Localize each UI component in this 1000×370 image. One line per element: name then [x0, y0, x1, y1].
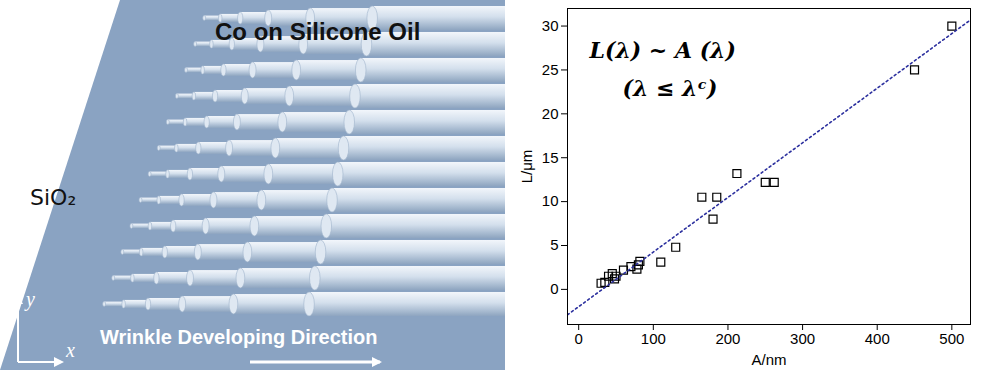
svg-text:300: 300 [790, 330, 815, 347]
svg-text:15: 15 [542, 149, 559, 166]
svg-text:y: y [24, 288, 35, 311]
svg-text:L/μm: L/μm [518, 150, 535, 184]
svg-text:30: 30 [542, 17, 559, 34]
svg-text:(λ ≤ λᶜ): (λ ≤ λᶜ) [623, 75, 718, 101]
svg-text:500: 500 [939, 330, 964, 347]
svg-text:400: 400 [865, 330, 890, 347]
svg-text:5: 5 [550, 236, 558, 253]
svg-text:SiO₂: SiO₂ [30, 185, 76, 210]
svg-text:x: x [65, 339, 75, 361]
svg-text:0: 0 [550, 280, 558, 297]
svg-text:Co on Silicone Oil: Co on Silicone Oil [215, 18, 420, 45]
svg-text:A/nm: A/nm [751, 351, 786, 368]
svg-text:Wrinkle Developing Direction: Wrinkle Developing Direction [100, 326, 377, 348]
svg-text:25: 25 [542, 61, 559, 78]
svg-text:20: 20 [542, 105, 559, 122]
svg-text:L(λ) ~ A (λ): L(λ) ~ A (λ) [589, 37, 736, 63]
svg-text:100: 100 [641, 330, 666, 347]
svg-text:200: 200 [715, 330, 740, 347]
svg-text:0: 0 [575, 330, 583, 347]
svg-text:10: 10 [542, 192, 559, 209]
